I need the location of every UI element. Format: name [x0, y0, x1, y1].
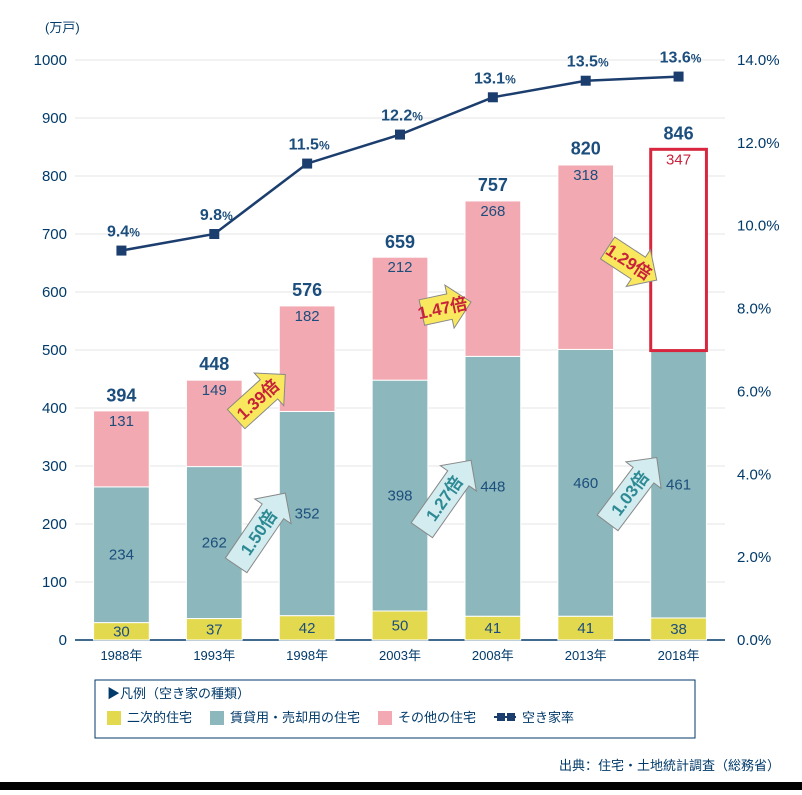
bar-seg-label: 352 [295, 506, 320, 523]
chart-container: 0 100 200 300 400 500 600 700 800 900 1000 (万戸) 0.0%… [0, 0, 802, 790]
y-left-tick: 100 [42, 574, 67, 591]
line-point-label: 9.8% [200, 207, 233, 224]
y-left-tick: 600 [42, 284, 67, 301]
y-left-tick: 200 [42, 516, 67, 533]
bar-seg-label: 41 [577, 620, 594, 637]
bar-seg-other [651, 149, 707, 350]
bar-seg-label: 212 [387, 259, 412, 276]
legend-marker [507, 713, 515, 721]
bar-seg-label: 234 [109, 547, 134, 564]
chart-svg: 0 100 200 300 400 500 600 700 800 900 1000 (万戸) 0.0%… [0, 0, 802, 790]
bar-seg-label: 182 [295, 308, 320, 325]
x-tick: 1998年 [286, 648, 328, 663]
bar-total-label: 448 [199, 354, 229, 374]
line-point-label: 11.5% [289, 137, 330, 154]
bar-seg-label: 448 [480, 478, 505, 495]
y-left-tick: 0 [59, 632, 67, 649]
bar-seg-label: 460 [573, 475, 598, 492]
bar-seg-label: 37 [206, 621, 223, 638]
legend-marker [497, 713, 505, 721]
line-marker [116, 246, 126, 256]
bar-seg-label: 42 [299, 620, 316, 637]
legend-title: ▶凡例（空き家の種類） [107, 686, 250, 701]
line-point-label: 13.5% [567, 54, 609, 71]
bar-seg-label: 50 [392, 618, 409, 635]
bar-seg-label: 149 [202, 382, 227, 399]
legend-swatch [107, 711, 121, 725]
line-marker [302, 159, 312, 169]
bar-seg-label: 347 [666, 151, 691, 168]
x-tick: 2008年 [472, 648, 514, 663]
bar-seg-label: 41 [485, 620, 502, 637]
x-tick: 2018年 [658, 648, 700, 663]
legend-swatch [210, 711, 224, 725]
y-right-tick: 0.0% [737, 632, 771, 649]
bar-seg-label: 461 [666, 476, 691, 493]
y-right-tick: 4.0% [737, 466, 771, 483]
bar-seg-label: 268 [480, 203, 505, 220]
y-left-unit: (万戸) [45, 20, 80, 35]
bar-seg-label: 398 [387, 488, 412, 505]
x-tick: 2013年 [565, 648, 607, 663]
y-right-tick: 6.0% [737, 383, 771, 400]
bar-total-label: 846 [664, 123, 694, 143]
y-left-tick: 400 [42, 400, 67, 417]
bar-total-label: 820 [571, 138, 601, 158]
y-left-tick: 1000 [34, 52, 67, 69]
y-left-tick: 700 [42, 226, 67, 243]
bar-total-label: 394 [106, 385, 136, 405]
x-tick: 1988年 [100, 648, 142, 663]
y-right-tick: 10.0% [737, 218, 780, 235]
legend-label: その他の住宅 [398, 710, 476, 725]
footer-bar [0, 782, 802, 790]
line-marker [674, 72, 684, 82]
y-left-tick: 900 [42, 110, 67, 127]
line-point-label: 12.2% [381, 108, 423, 125]
y-right-tick: 8.0% [737, 301, 771, 318]
y-right-tick: 14.0% [737, 52, 780, 69]
bar-seg-label: 262 [202, 535, 227, 552]
bar-seg-other [465, 201, 521, 356]
y-left-tick: 500 [42, 342, 67, 359]
line-marker [488, 92, 498, 102]
x-tick: 1993年 [193, 648, 235, 663]
legend-label: 二次的住宅 [127, 710, 192, 725]
bar-seg-label: 131 [109, 413, 134, 430]
y-right-tick: 12.0% [737, 135, 780, 152]
bar-seg-label: 318 [573, 167, 598, 184]
bar-total-label: 659 [385, 232, 415, 252]
bar-total-label: 757 [478, 175, 508, 195]
legend-swatch [378, 711, 392, 725]
line-point-label: 9.4% [107, 224, 140, 241]
y-left-tick: 300 [42, 458, 67, 475]
x-tick: 2003年 [379, 648, 421, 663]
legend-label: 空き家率 [522, 710, 574, 725]
legend-label: 賃貸用・売却用の住宅 [230, 710, 360, 725]
line-marker [581, 76, 591, 86]
bar-total-label: 576 [292, 280, 322, 300]
bar-seg-label: 30 [113, 623, 130, 640]
bar-seg-label: 38 [670, 621, 687, 638]
line-marker [395, 130, 405, 140]
y-left-tick: 800 [42, 168, 67, 185]
line-marker [209, 229, 219, 239]
source-text: 出典：住宅・土地統計調査（総務省） [559, 758, 780, 773]
line-point-label: 13.1% [474, 70, 516, 87]
line-point-label: 13.6% [660, 50, 702, 67]
y-right-tick: 2.0% [737, 549, 771, 566]
